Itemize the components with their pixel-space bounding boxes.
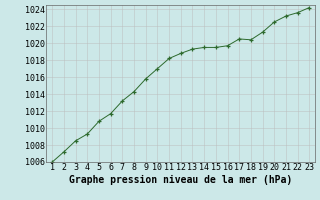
- X-axis label: Graphe pression niveau de la mer (hPa): Graphe pression niveau de la mer (hPa): [69, 175, 292, 185]
